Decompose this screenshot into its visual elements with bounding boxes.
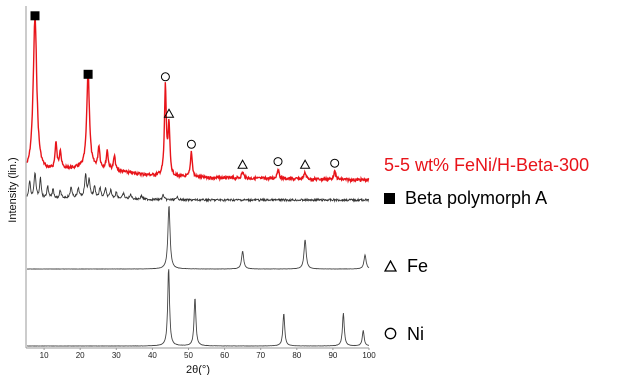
x-ticks: 10 20 30 40 50 60 70 80 90 100 xyxy=(40,348,376,360)
series-line-1 xyxy=(26,18,370,184)
peak-marker-triangle-6 xyxy=(237,159,248,169)
legend-fe-entry: Fe xyxy=(383,256,429,277)
series-line-4 xyxy=(26,269,370,347)
plot-area xyxy=(26,11,370,347)
x-axis-title: 2θ(°) xyxy=(186,364,210,375)
x-tick-label-30: 30 xyxy=(112,351,121,360)
legend-ni-label: Ni xyxy=(407,324,424,344)
peak-marker-circle-9 xyxy=(330,158,340,168)
legend-sample-label: 5-5 wt% FeNi/H-Beta-300 xyxy=(384,155,590,175)
legend-beta-label: Beta polymorph A xyxy=(405,188,548,208)
x-tick-label-90: 90 xyxy=(328,351,337,360)
peak-marker-triangle-8 xyxy=(299,159,311,169)
legend-ni-entry: Ni xyxy=(384,324,424,345)
series-line-2 xyxy=(26,171,370,203)
x-tick-label-40: 40 xyxy=(148,351,157,360)
peak-marker-square-1 xyxy=(30,11,40,21)
peak-marker-square-2 xyxy=(83,69,93,79)
peak-marker-circle-5 xyxy=(186,139,196,149)
x-tick-label-70: 70 xyxy=(256,351,265,360)
series-line-3 xyxy=(26,205,370,270)
square-icon xyxy=(384,193,395,204)
x-tick-label-50: 50 xyxy=(184,351,193,360)
legend-fe-label: Fe xyxy=(407,256,429,276)
y-axis-title: Intensity (lin.) xyxy=(7,157,19,222)
x-tick-label-20: 20 xyxy=(76,351,85,360)
peak-marker-triangle-4 xyxy=(163,108,175,118)
x-tick-label-60: 60 xyxy=(220,351,229,360)
x-tick-label-10: 10 xyxy=(40,351,49,360)
triangle-icon xyxy=(383,256,398,277)
peak-marker-circle-3 xyxy=(160,72,170,82)
legend-beta-entry: Beta polymorph A xyxy=(384,188,547,209)
circle-icon xyxy=(384,324,397,345)
x-tick-label-100: 100 xyxy=(362,351,376,360)
x-tick-label-80: 80 xyxy=(292,351,301,360)
peak-marker-circle-7 xyxy=(273,157,283,167)
